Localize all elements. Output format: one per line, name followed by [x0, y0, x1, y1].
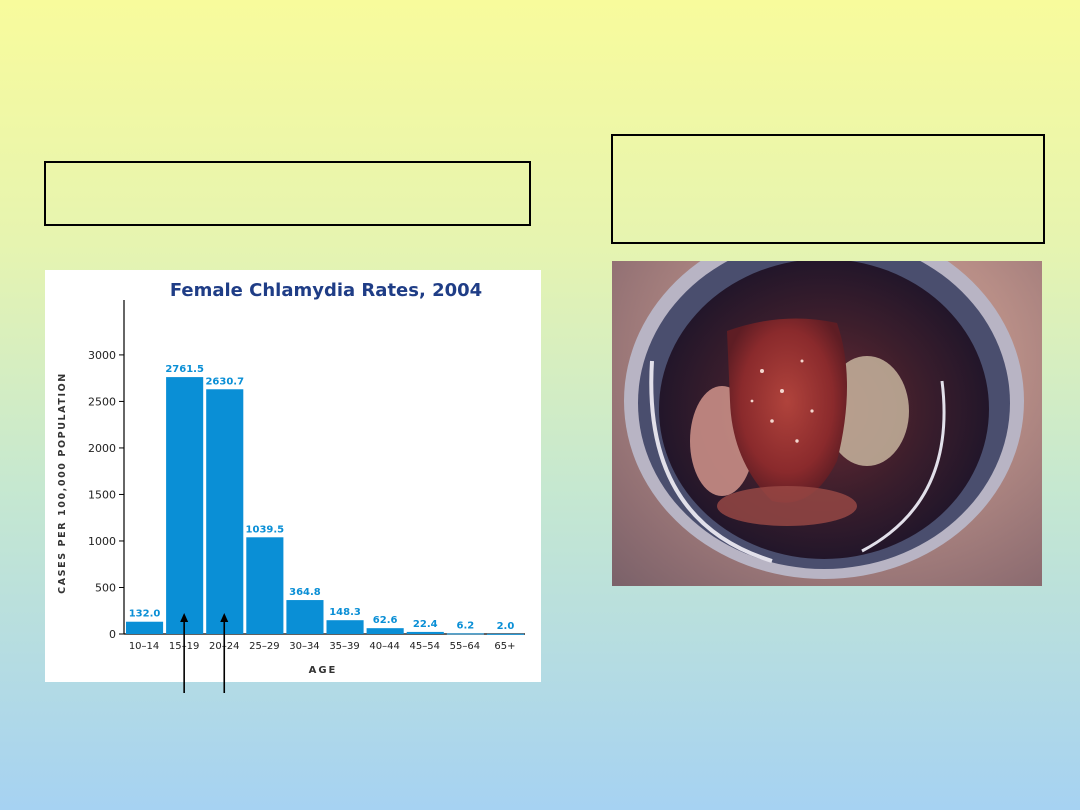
- x-tick-label: 30–34: [289, 641, 319, 652]
- bar: [486, 633, 524, 635]
- x-tick-label: 45–54: [410, 641, 440, 652]
- y-tick-label: 500: [95, 581, 116, 594]
- data-label: 148.3: [329, 607, 361, 618]
- arrow-head: [180, 613, 189, 622]
- data-label: 132.0: [129, 609, 161, 620]
- data-label: 1039.5: [246, 524, 285, 535]
- data-label: 22.4: [413, 619, 438, 630]
- arrow-head: [220, 613, 229, 622]
- x-tick-label: 40–44: [369, 641, 399, 652]
- data-label: 364.8: [289, 587, 321, 598]
- bar: [446, 633, 484, 635]
- data-label: 62.6: [373, 615, 398, 626]
- y-tick-label: 0: [109, 628, 116, 641]
- y-tick-label: 2500: [88, 395, 116, 408]
- y-axis-label: CASES PER 100,000 POPULATION: [57, 372, 68, 594]
- x-tick-label: 55–64: [450, 641, 480, 652]
- bar: [246, 537, 284, 634]
- x-tick-label: 25–29: [249, 641, 279, 652]
- bar: [326, 620, 364, 634]
- x-tick-label: 10–14: [129, 641, 159, 652]
- bar: [126, 621, 164, 634]
- data-label: 6.2: [456, 620, 474, 631]
- bar: [286, 600, 324, 634]
- bar: [206, 389, 244, 634]
- clinical-photo: [612, 261, 1042, 586]
- data-label: 2761.5: [165, 364, 204, 375]
- data-label: 2.0: [497, 621, 515, 632]
- speculum-exam-image: [624, 261, 1024, 579]
- y-tick-label: 2000: [88, 442, 116, 455]
- bar: [406, 631, 444, 634]
- chart-title: Female Chlamydia Rates, 2004: [170, 280, 482, 301]
- y-tick-label: 3000: [88, 349, 116, 362]
- bar: [366, 628, 404, 634]
- x-axis-label: AGE: [309, 665, 338, 676]
- bar-chart: Female Chlamydia Rates, 2004 CASES PER 1…: [57, 280, 525, 676]
- data-label: 2630.7: [205, 376, 244, 387]
- chart-panel: Female Chlamydia Rates, 2004 CASES PER 1…: [45, 270, 541, 682]
- text-box-left: [44, 161, 531, 226]
- bar: [166, 377, 204, 634]
- y-tick-label: 1000: [88, 535, 116, 548]
- y-tick-label: 1500: [88, 488, 116, 501]
- text-box-right: [611, 134, 1045, 244]
- x-tick-label: 65+: [494, 641, 515, 652]
- x-tick-label: 35–39: [329, 641, 359, 652]
